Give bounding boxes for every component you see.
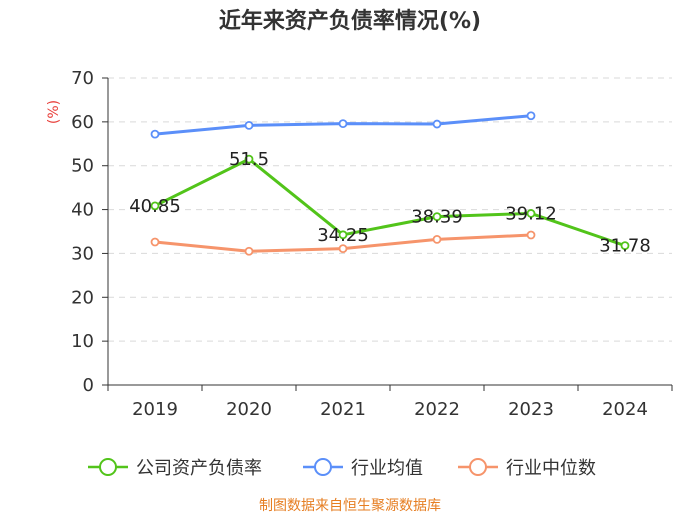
data-point[interactable] (338, 119, 348, 129)
data-point[interactable] (526, 111, 536, 121)
y-tick-label: 10 (71, 331, 94, 352)
x-axis-ticks: 2019 2020 2021 2022 2023 2024 (107, 385, 673, 420)
data-label: 51.5 (229, 149, 269, 170)
legend: 公司资产负债率 行业均值 行业中位数 (88, 458, 596, 479)
data-point[interactable] (432, 234, 442, 244)
y-tick-label: 30 (71, 243, 94, 264)
legend-label[interactable]: 行业均值 (351, 458, 423, 479)
data-label: 38.39 (411, 207, 463, 228)
data-point[interactable] (620, 241, 630, 251)
data-labels: 40.85 51.5 34.25 38.39 39.12 31.78 (129, 149, 651, 256)
data-point[interactable] (432, 119, 442, 129)
y-tick-label: 50 (71, 156, 94, 177)
source-note: 制图数据来自恒生聚源数据库 (259, 498, 441, 514)
y-tick-label: 20 (71, 287, 94, 308)
y-tick-label: 0 (83, 375, 94, 396)
data-point[interactable] (526, 230, 536, 240)
gridlines (108, 77, 672, 342)
x-tick-label: 2019 (132, 399, 178, 420)
data-point[interactable] (150, 129, 160, 139)
series-layer (150, 111, 630, 256)
data-point[interactable] (338, 244, 348, 254)
chart-title: 近年来资产负债率情况(%) (219, 8, 481, 34)
x-tick-label: 2022 (414, 399, 460, 420)
x-tick-label: 2023 (508, 399, 554, 420)
data-point[interactable] (244, 246, 254, 256)
data-point[interactable] (150, 237, 160, 247)
data-point[interactable] (244, 154, 254, 164)
data-label: 34.25 (317, 225, 369, 246)
data-point[interactable] (432, 212, 442, 222)
data-point[interactable] (150, 201, 160, 211)
data-point[interactable] (244, 120, 254, 130)
y-tick-label: 60 (71, 112, 94, 133)
legend-label[interactable]: 公司资产负债率 (136, 458, 262, 479)
y-tick-label: 40 (71, 200, 94, 221)
legend-marker[interactable] (469, 458, 487, 476)
data-label: 31.78 (599, 236, 651, 257)
legend-marker[interactable] (314, 458, 332, 476)
data-label: 39.12 (505, 203, 557, 224)
data-label: 40.85 (129, 196, 181, 217)
data-point[interactable] (338, 230, 348, 240)
y-axis-unit-label: (%) (46, 100, 62, 124)
x-tick-label: 2021 (320, 399, 366, 420)
y-axis-ticks: 0 10 20 30 40 50 60 70 (71, 68, 108, 396)
data-point[interactable] (526, 209, 536, 218)
y-tick-label: 70 (71, 68, 94, 89)
series-line-0 (154, 157, 626, 248)
x-tick-label: 2020 (226, 399, 272, 420)
x-tick-label: 2024 (602, 399, 648, 420)
legend-marker[interactable] (99, 458, 117, 476)
legend-label[interactable]: 行业中位数 (506, 458, 596, 479)
